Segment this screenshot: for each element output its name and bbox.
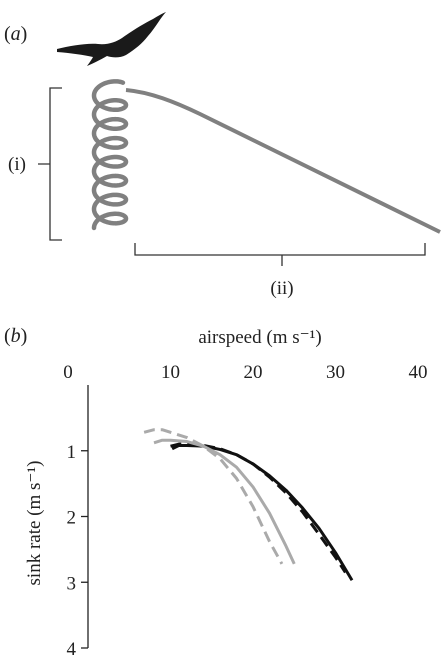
panel-a: (a) (i) (ii) xyxy=(4,12,441,299)
y-tick-label: 4 xyxy=(67,639,77,660)
x-tick-label: 10 xyxy=(161,362,180,383)
panel-b-label: (b) xyxy=(4,325,27,347)
bracket-ii-label: (ii) xyxy=(270,278,293,299)
y-axis-ticks: 1 2 3 4 xyxy=(67,442,88,660)
thermal-spiral xyxy=(91,79,129,231)
bracket-i-label: (i) xyxy=(8,154,26,175)
bracket-i xyxy=(38,87,62,241)
series-line-4 xyxy=(143,428,284,565)
series-line-1 xyxy=(171,443,354,582)
chart-series xyxy=(143,428,354,582)
y-tick-label: 1 xyxy=(67,442,77,463)
x-tick-label: 20 xyxy=(244,362,263,383)
panel-a-label: (a) xyxy=(4,23,27,45)
y-tick-label: 2 xyxy=(67,508,77,529)
series-line-3 xyxy=(153,438,296,565)
x-axis-title: airspeed (m s⁻¹) xyxy=(198,327,321,348)
glide-path xyxy=(125,88,441,234)
x-tick-label: 30 xyxy=(326,362,345,383)
series-line-2 xyxy=(170,442,347,574)
x-tick-label: 40 xyxy=(409,362,428,383)
x-tick-label: 0 xyxy=(63,362,73,383)
y-tick-label: 3 xyxy=(67,573,77,594)
x-axis-ticks: 0 10 20 30 40 xyxy=(63,362,427,383)
bird-silhouette xyxy=(57,12,166,66)
y-axis-title: sink rate (m s⁻¹) xyxy=(24,461,45,586)
bracket-ii xyxy=(134,243,426,266)
panel-b: (b) airspeed (m s⁻¹) sink rate (m s⁻¹) 0… xyxy=(4,325,428,660)
